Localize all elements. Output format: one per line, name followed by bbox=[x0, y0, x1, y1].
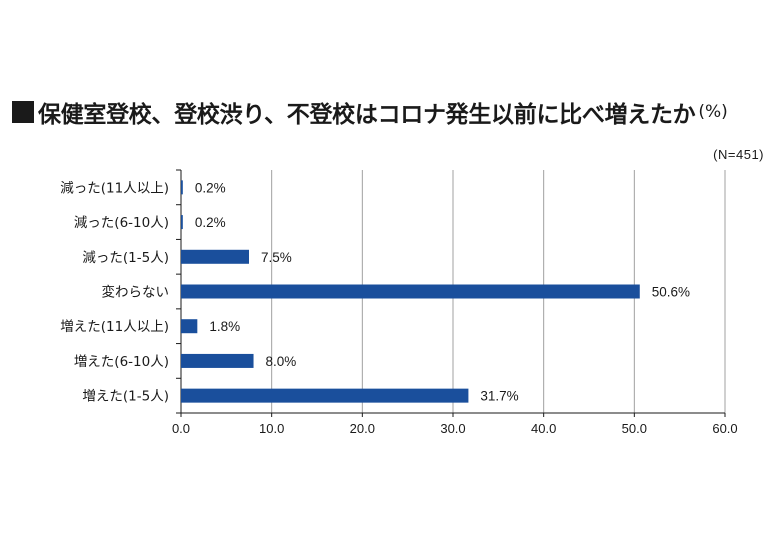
chart-unit: (%) bbox=[698, 102, 728, 122]
bar-1 bbox=[181, 215, 183, 230]
sample-size-note: (N=451) bbox=[713, 147, 764, 162]
title-square-marker bbox=[12, 101, 34, 123]
chart-title-row: 保健室登校、登校渋り、不登校はコロナ発生以前に比べ増えたか (%) bbox=[12, 96, 728, 128]
chart-title: 保健室登校、登校渋り、不登校はコロナ発生以前に比べ増えたか bbox=[38, 102, 696, 128]
x-tick-label-6: 60.0 bbox=[712, 421, 737, 436]
value-label-1: 0.2% bbox=[195, 215, 226, 230]
value-label-5: 8.0% bbox=[266, 354, 297, 369]
x-tick-label-0: 0.0 bbox=[172, 421, 190, 436]
category-label-0: 減った(11人以上) bbox=[60, 179, 169, 196]
category-label-1: 減った(6-10人) bbox=[74, 214, 169, 231]
bar-2 bbox=[181, 249, 249, 264]
x-tick-label-1: 10.0 bbox=[259, 421, 284, 436]
x-tick-label-3: 30.0 bbox=[440, 421, 465, 436]
category-label-6: 増えた(1-5人) bbox=[82, 389, 169, 405]
x-tick-label-2: 20.0 bbox=[350, 421, 375, 436]
bar-4 bbox=[181, 319, 198, 334]
bar-3 bbox=[181, 284, 640, 299]
value-label-2: 7.5% bbox=[261, 250, 292, 265]
bar-6 bbox=[181, 388, 469, 403]
bar-5 bbox=[181, 353, 254, 368]
value-label-3: 50.6% bbox=[652, 285, 690, 300]
value-label-6: 31.7% bbox=[480, 389, 518, 404]
category-label-5: 増えた(6-10人) bbox=[74, 354, 169, 370]
x-tick-label-5: 50.0 bbox=[622, 421, 647, 436]
x-tick-label-4: 40.0 bbox=[531, 421, 556, 436]
category-label-2: 減った(1-5人) bbox=[82, 249, 169, 266]
bar-0 bbox=[181, 180, 183, 195]
category-label-3: 変わらない bbox=[102, 284, 170, 301]
value-label-0: 0.2% bbox=[195, 180, 226, 195]
category-label-4: 増えた(11人以上) bbox=[60, 319, 169, 335]
value-label-4: 1.8% bbox=[209, 319, 240, 334]
